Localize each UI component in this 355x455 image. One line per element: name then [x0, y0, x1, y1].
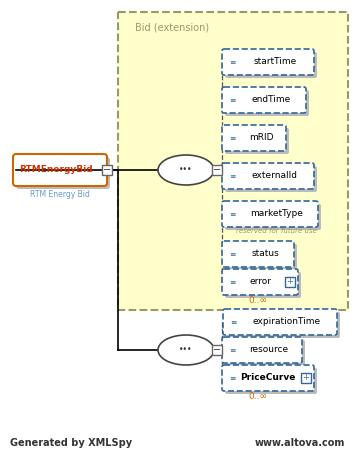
Text: −: − — [213, 165, 221, 175]
Text: externalId: externalId — [252, 172, 298, 181]
Text: RTMEnergyBid: RTMEnergyBid — [19, 166, 93, 175]
Text: •••: ••• — [179, 166, 193, 175]
FancyBboxPatch shape — [16, 157, 110, 189]
Text: ≡: ≡ — [229, 374, 235, 383]
FancyBboxPatch shape — [285, 277, 295, 287]
FancyBboxPatch shape — [222, 201, 318, 227]
Text: ≡: ≡ — [229, 278, 235, 287]
Text: +: + — [302, 374, 310, 383]
FancyBboxPatch shape — [225, 340, 305, 366]
Text: 0..∞: 0..∞ — [248, 296, 268, 305]
Text: resource: resource — [250, 345, 289, 354]
FancyBboxPatch shape — [118, 12, 348, 310]
FancyBboxPatch shape — [222, 163, 314, 189]
FancyBboxPatch shape — [225, 204, 321, 230]
FancyBboxPatch shape — [212, 345, 222, 355]
FancyBboxPatch shape — [225, 90, 309, 116]
Text: marketType: marketType — [251, 209, 304, 218]
Text: ≡: ≡ — [229, 249, 235, 258]
Text: 0..∞: 0..∞ — [248, 392, 268, 401]
FancyBboxPatch shape — [225, 244, 297, 270]
Text: ≡: ≡ — [229, 345, 235, 354]
FancyBboxPatch shape — [222, 269, 298, 295]
Text: status: status — [251, 249, 279, 258]
FancyBboxPatch shape — [225, 128, 289, 154]
FancyBboxPatch shape — [13, 154, 107, 186]
Text: ≡: ≡ — [229, 209, 235, 218]
FancyBboxPatch shape — [222, 365, 314, 391]
Text: error: error — [249, 278, 271, 287]
Text: expirationTime: expirationTime — [253, 318, 321, 327]
FancyBboxPatch shape — [222, 125, 286, 151]
Text: ≡: ≡ — [229, 172, 235, 181]
Text: ≡: ≡ — [229, 133, 235, 142]
Text: −: − — [103, 165, 111, 175]
FancyBboxPatch shape — [225, 272, 301, 298]
Text: ≡: ≡ — [229, 96, 235, 105]
Text: ≡: ≡ — [230, 318, 236, 327]
Text: ≡: ≡ — [229, 57, 235, 66]
FancyBboxPatch shape — [226, 312, 340, 338]
Ellipse shape — [158, 155, 214, 185]
FancyBboxPatch shape — [225, 166, 317, 192]
Text: Bid (extension): Bid (extension) — [135, 22, 209, 32]
FancyBboxPatch shape — [222, 49, 314, 75]
Text: endTime: endTime — [251, 96, 291, 105]
FancyBboxPatch shape — [222, 241, 294, 267]
FancyBboxPatch shape — [301, 373, 311, 383]
Text: •••: ••• — [179, 345, 193, 354]
Text: RTM Energy Bid: RTM Energy Bid — [30, 190, 90, 199]
FancyBboxPatch shape — [212, 165, 222, 175]
Ellipse shape — [158, 335, 214, 365]
Text: Generated by XMLSpy: Generated by XMLSpy — [10, 438, 132, 448]
FancyBboxPatch shape — [225, 52, 317, 78]
FancyBboxPatch shape — [225, 368, 317, 394]
FancyBboxPatch shape — [222, 87, 306, 113]
Text: +: + — [286, 278, 294, 287]
Text: startTime: startTime — [253, 57, 297, 66]
Text: −: − — [213, 345, 221, 355]
Text: mRID: mRID — [249, 133, 273, 142]
Text: reserved for future use: reserved for future use — [236, 228, 316, 234]
Text: PriceCurve: PriceCurve — [240, 374, 296, 383]
Text: www.altova.com: www.altova.com — [255, 438, 345, 448]
FancyBboxPatch shape — [102, 165, 112, 175]
FancyBboxPatch shape — [222, 337, 302, 363]
FancyBboxPatch shape — [223, 309, 337, 335]
